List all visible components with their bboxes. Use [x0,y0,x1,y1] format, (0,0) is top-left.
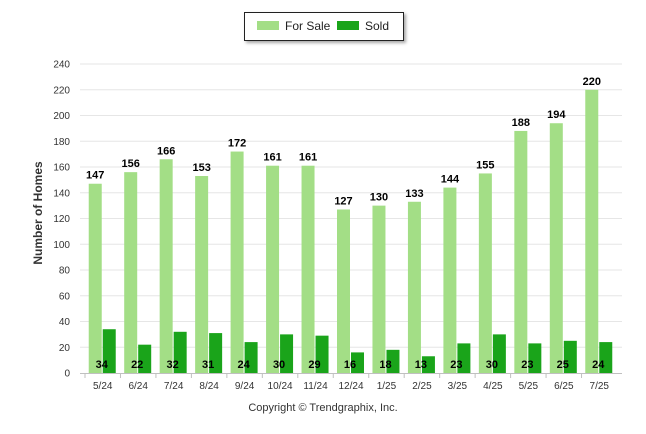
bar-for-sale[interactable] [549,123,563,373]
bar-sold[interactable] [102,329,116,373]
y-axis: 0 20 40 60 80 100 120 140 160 180 200 220 240 [53,60,70,380]
data-label-sold: 25 [557,359,569,371]
y-tick-label: 80 [59,266,71,277]
bar-for-sale[interactable] [478,173,492,373]
bar-for-sale[interactable] [585,89,599,373]
data-label-sold: 31 [202,359,214,371]
bar-for-sale[interactable] [230,151,244,373]
bar-sold[interactable] [599,342,613,373]
data-label-sold: 13 [415,359,427,371]
bar-for-sale[interactable] [195,176,209,373]
x-tick-label: 12/24 [338,381,363,392]
data-label-for-sale: 161 [263,152,281,164]
data-label-for-sale: 153 [192,162,210,174]
data-label-for-sale: 166 [157,145,175,157]
x-tick-label: 5/24 [93,381,113,392]
data-label-for-sale: 127 [334,195,352,207]
y-tick-label: 220 [53,85,70,96]
bar-for-sale[interactable] [514,130,528,373]
y-tick-label: 240 [53,60,70,71]
legend: For Sale Sold [244,12,404,41]
bar-sold[interactable] [315,335,329,373]
y-tick-label: 120 [53,214,70,225]
bar-sold[interactable] [280,334,294,373]
data-label-sold: 22 [131,359,143,371]
bar-for-sale[interactable] [443,187,457,373]
data-label-sold: 23 [450,359,462,371]
legend-swatch-for-sale [257,21,279,30]
y-axis-label: Number of Homes [31,161,45,265]
bar-sold[interactable] [386,349,400,373]
data-label-sold: 16 [344,359,356,371]
bar-sold[interactable] [563,340,577,373]
x-tick-label: 2/25 [412,381,432,392]
data-label-sold: 30 [486,359,498,371]
data-label-sold: 23 [521,359,533,371]
data-label-sold: 30 [273,359,285,371]
y-tick-label: 100 [53,240,70,251]
bar-for-sale[interactable] [337,209,350,373]
y-tick-label: 60 [59,291,71,302]
bar-for-sale[interactable] [159,159,173,373]
y-tick-label: 160 [53,163,70,174]
bar-sold[interactable] [528,343,542,373]
y-tick-label: 20 [59,343,71,354]
bar-for-sale[interactable] [372,205,386,373]
legend-label-for-sale: For Sale [285,19,331,33]
data-label-for-sale: 220 [583,76,601,88]
data-label-for-sale: 133 [405,188,423,200]
x-tick-label: 1/25 [377,381,397,392]
x-tick-label: 5/25 [519,381,539,392]
y-tick-label: 0 [64,369,70,380]
data-label-sold: 32 [167,359,179,371]
y-tick-label: 180 [53,137,70,148]
data-label-sold: 24 [592,359,605,371]
data-label-sold: 29 [308,359,320,371]
legend-swatch-sold [337,21,359,30]
data-label-sold: 34 [96,359,109,371]
x-tick-label: 9/24 [235,381,255,392]
bar-sold[interactable] [492,334,506,373]
x-tick-label: 8/24 [199,381,219,392]
y-tick-label: 140 [53,188,70,199]
data-label-for-sale: 156 [122,158,140,170]
data-label-for-sale: 194 [547,109,566,121]
x-tick-label: 10/24 [268,381,293,392]
bar-sold[interactable] [244,342,258,373]
data-label-for-sale: 147 [86,170,104,182]
x-tick-label: 7/25 [590,381,610,392]
bar-for-sale[interactable] [124,172,138,373]
legend-label-sold: Sold [365,19,390,33]
bar-for-sale[interactable] [266,165,280,373]
bar-sold[interactable] [421,356,435,373]
data-label-for-sale: 172 [228,138,246,150]
data-label-for-sale: 155 [476,159,494,171]
x-tick-label: 6/24 [128,381,148,392]
bar-sold[interactable] [457,343,471,373]
data-label-for-sale: 188 [512,117,530,129]
bar-sold[interactable] [138,344,152,373]
bar-for-sale[interactable] [301,165,315,373]
bar-sold[interactable] [209,333,223,373]
copyright-text: Copyright © Trendgraphix, Inc. [248,402,398,414]
x-tick-label: 7/24 [164,381,184,392]
bar-for-sale[interactable] [88,183,102,373]
data-label-for-sale: 161 [299,152,317,164]
bar-sold[interactable] [351,352,364,373]
data-label-for-sale: 144 [441,174,460,186]
x-axis: 5/24 6/24 7/24 8/24 9/24 10/24 11/24 12/24 1/25 2… [80,373,622,392]
y-tick-label: 40 [59,317,71,328]
y-tick-label: 200 [53,111,70,122]
x-tick-label: 3/25 [448,381,468,392]
x-tick-label: 4/25 [483,381,503,392]
data-label-sold: 18 [379,359,391,371]
data-label-for-sale: 130 [370,192,388,204]
data-label-sold: 24 [237,359,250,371]
bar-for-sale[interactable] [407,201,421,373]
bars: 1473415622166321533117224161301612912716… [86,76,613,373]
bar-sold[interactable] [173,331,187,373]
x-tick-label: 11/24 [303,381,328,392]
x-tick-label: 6/25 [554,381,574,392]
